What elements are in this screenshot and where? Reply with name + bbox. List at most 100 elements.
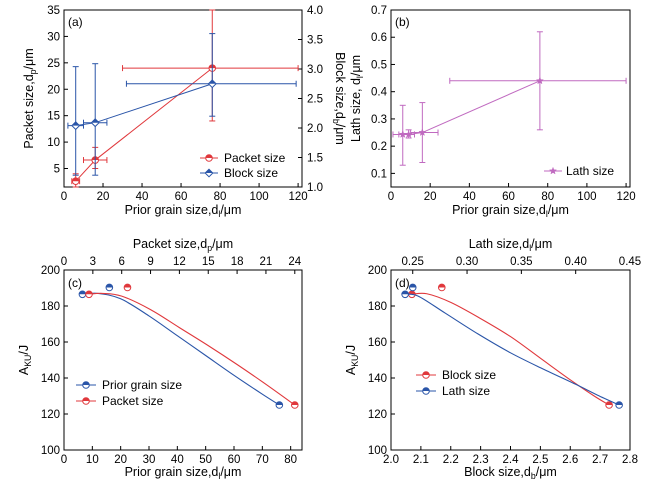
panel-a-legend-marker-0-fill [205, 154, 213, 158]
panel-b-point-1 [404, 130, 413, 138]
panel-d-s0-point-1-fill [438, 284, 446, 288]
panel-a-yright-tick-label: 1.0 [307, 182, 323, 194]
panel-b-y-tick-label: 0.2 [371, 141, 387, 153]
panel-a-x-tick-label: 40 [136, 191, 149, 203]
panel-c-s1-point-2-fill [291, 401, 299, 405]
panel-d-y-tick-label: 180 [368, 301, 387, 313]
panel-b-xlabel: Prior grain size,dl/μm [452, 203, 569, 219]
panel-b-y-tick-label: 0.6 [371, 32, 387, 44]
panel-b-x-tick-label: 20 [424, 191, 437, 203]
panel-a-legend-marker-1-fill [205, 169, 213, 173]
panel-c-x-tick-label: 50 [199, 454, 212, 466]
panel-b-frame [390, 9, 631, 188]
panel-d-xtop-tick-label: 0.40 [564, 256, 586, 268]
panel-d-xtop-tick-label: 0.45 [619, 256, 641, 268]
panel-d-legend-text-0: Block size [442, 368, 496, 382]
panel-d-x-tick-label: 2.2 [443, 454, 459, 466]
panel-d-x-tick-label: 2.5 [532, 454, 548, 466]
panel-c-legend-text-0: Prior grain size [102, 378, 182, 392]
panel-a-yleft-tick-label: 10 [47, 137, 60, 149]
panel-a: 0 20 40 60 80 100 120 5 10 15 20 25 30 35 1.0 1.5 2.0 2.5… [22, 5, 347, 219]
panel-c-y-tick-label: 120 [41, 409, 60, 421]
panel-a-yright-tick-label: 2.5 [307, 94, 323, 106]
panel-c-s0-point-2-fill [276, 401, 283, 405]
panel-c-ylabel: AKU/J [17, 345, 33, 375]
panel-a-s1-point-1-fill [91, 118, 100, 123]
panel-d-x-tick-label: 2.8 [622, 454, 638, 466]
panel-b: 0 20 40 60 80 100 120 0.1 0.2 0.3 0.4 0.5 0.6 0.7 (b) P… [349, 5, 636, 219]
panel-a-s1-point-2-fill [208, 79, 217, 84]
panel-b-ylabel: Lath size, dl/μm [349, 55, 365, 142]
panel-b-point-2 [418, 128, 427, 137]
panel-d-x-tick-label: 2.1 [413, 454, 429, 466]
panel-d-xlabel: Block size,db/μm [464, 465, 557, 481]
panel-d-curve-1 [405, 293, 620, 406]
panel-d-s0-point-0-fill [408, 291, 416, 295]
panel-b-y-tick-label: 0.5 [371, 59, 387, 71]
panel-b-point-3 [535, 76, 544, 85]
panel-d-y-tick-label: 120 [368, 409, 387, 421]
panel-c-y-tick-label: 140 [41, 373, 60, 385]
panel-a-label: (a) [68, 15, 83, 29]
panel-a-x-tick-label: 120 [289, 191, 308, 203]
panel-a-x-tick-label: 20 [97, 191, 110, 203]
panel-c-frame [63, 269, 303, 451]
panel-c-y-tick-label: 160 [41, 337, 60, 349]
panel-d-curve-0 [411, 292, 610, 406]
panel-d-x-tick-label: 2.7 [592, 454, 608, 466]
panel-a-yright-tick-label: 1.5 [307, 153, 323, 165]
panel-c-curve-1 [88, 292, 296, 406]
panel-d-x-tick-label: 2.6 [562, 454, 578, 466]
panel-b-x-tick-label: 0 [388, 191, 394, 203]
panel-d-x-tick-label: 2.3 [473, 454, 489, 466]
panel-d-legend-text-1: Lath size [442, 384, 490, 398]
panel-c-x-tick-label: 20 [114, 454, 127, 466]
panel-d-y-tick-label: 140 [368, 373, 387, 385]
panel-a-ylabel-left: Packet size,dp/μm [22, 48, 38, 148]
panel-d-xlabel-top: Lath size,dl/μm [469, 237, 553, 253]
panel-a-x-tick-label: 60 [175, 191, 188, 203]
panel-c-s0-point-1-fill [106, 284, 113, 288]
panel-c-xtop-tick-label: 18 [231, 256, 244, 268]
panel-b-x-tick-label: 120 [616, 191, 635, 203]
panel-d-x-tick-label: 2.0 [383, 454, 399, 466]
panel-c-y-tick-label: 200 [41, 265, 60, 277]
panel-c-xtop-tick-label: 3 [90, 256, 96, 268]
panel-a-legend-text-1: Block size [224, 166, 278, 180]
panel-c-y-tick-label: 180 [41, 301, 60, 313]
panel-a-yright-tick-label: 4.0 [307, 5, 323, 17]
panel-a-yleft-tick-label: 25 [47, 58, 60, 70]
panel-d-ylabel: AKU/J [344, 345, 360, 375]
panel-a-legend-text-0: Packet size [224, 151, 286, 165]
panel-a-s1-point-0-fill [71, 121, 80, 126]
panel-a-ylabel-right: Block size,db/μm [331, 52, 347, 145]
panel-c-legend-text-1: Packet size [102, 394, 164, 408]
panel-d-x-tick-label: 2.4 [503, 454, 520, 466]
panel-d-legend-marker-1-fill [422, 387, 430, 391]
panel-c-x-tick-label: 70 [256, 454, 269, 466]
panel-d-frame [390, 269, 631, 451]
panel-c-xtop-tick-label: 0 [61, 256, 67, 268]
panel-a-yleft-tick-label: 30 [47, 31, 60, 43]
panel-c-s1-point-0-fill [85, 291, 93, 295]
panel-b-series-line [402, 80, 541, 135]
panel-c-x-tick-label: 40 [171, 454, 184, 466]
panel-d-s1-point-0-fill [401, 291, 409, 295]
panel-b-legend-marker [548, 166, 558, 175]
panel-d-legend-marker-0-fill [422, 371, 430, 375]
panel-a-yleft-tick-label: 15 [47, 111, 60, 123]
panel-d-s1-point-1-fill [409, 284, 417, 288]
panel-a-x-tick-label: 80 [214, 191, 227, 203]
panel-b-y-tick-label: 0.1 [371, 168, 387, 180]
panel-d-label: (d) [395, 276, 410, 290]
panel-c-xtop-tick-label: 12 [173, 256, 186, 268]
panel-b-x-tick-label: 60 [502, 191, 515, 203]
panel-c-xlabel: Prior grain size,dl/μm [125, 465, 242, 481]
panel-c-y-tick-label: 100 [41, 445, 60, 457]
panel-c-x-tick-label: 30 [143, 454, 156, 466]
panel-d-s0-point-2-fill [605, 401, 613, 405]
panel-b-label: (b) [395, 15, 410, 29]
panel-c: 0 10 20 30 40 50 60 70 80 0 3 6 9 12 15 18 21 24 100 120 140… [17, 237, 303, 481]
panel-c-label: (c) [68, 276, 82, 290]
